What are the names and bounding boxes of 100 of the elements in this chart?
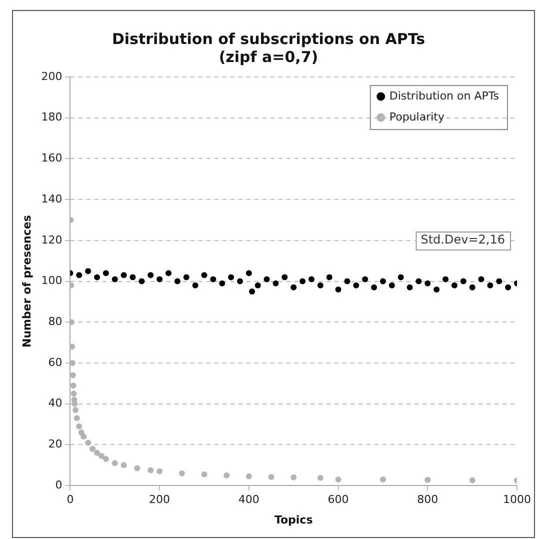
y-tick-label: 0 (55, 478, 62, 492)
point (74, 415, 80, 422)
point (308, 276, 314, 282)
point (94, 450, 100, 456)
point (156, 468, 163, 474)
y-tick-label: 20 (48, 438, 62, 451)
point (94, 274, 100, 280)
point (317, 282, 324, 288)
point (496, 278, 502, 284)
point (424, 476, 431, 483)
point (442, 276, 449, 282)
point (70, 344, 75, 350)
legend-label: Distribution on APTs (389, 89, 500, 102)
point (174, 278, 180, 284)
point (148, 467, 154, 474)
point (134, 465, 140, 472)
point (192, 282, 198, 288)
x-axis-title: Topics (274, 513, 314, 526)
point (120, 462, 127, 468)
y-axis-title: Number of presences (20, 214, 34, 348)
point (201, 471, 208, 478)
y-tick-label: 160 (41, 152, 62, 165)
point (254, 282, 261, 288)
y-tick-label: 120 (41, 233, 62, 246)
point (156, 276, 163, 282)
point (70, 360, 76, 366)
point (210, 276, 216, 282)
point (249, 288, 256, 295)
point (85, 268, 92, 274)
point (236, 278, 243, 284)
point (290, 474, 297, 480)
x-tick-label: 1000 (503, 493, 532, 506)
y-tick-label: 140 (41, 192, 62, 206)
point (380, 278, 386, 284)
point (264, 276, 270, 282)
point (228, 274, 234, 280)
point (487, 282, 494, 288)
point (120, 272, 127, 278)
x-tick-label: 400 (238, 493, 260, 506)
point (362, 276, 368, 282)
point (424, 280, 431, 286)
point (434, 286, 440, 292)
point (469, 284, 476, 290)
point (70, 382, 76, 388)
point (112, 460, 118, 466)
point (201, 272, 208, 278)
y-tick-label: 100 (41, 274, 62, 288)
point (344, 278, 350, 284)
point (505, 284, 512, 290)
point (70, 390, 77, 397)
point (102, 456, 109, 462)
point (70, 372, 76, 378)
point (406, 284, 413, 290)
y-tick-label: 40 (48, 396, 62, 410)
annotation: Std.Dev=2,16 (420, 232, 506, 247)
point (353, 282, 360, 288)
x-tick-label: 800 (417, 493, 438, 506)
point (398, 274, 404, 280)
y-tick-label: 200 (41, 70, 62, 83)
point (326, 274, 332, 280)
point (317, 474, 324, 481)
point (98, 452, 104, 459)
y-tick-label: 80 (48, 315, 62, 328)
point (246, 473, 252, 480)
point (178, 470, 185, 476)
point (112, 276, 118, 282)
point (224, 472, 230, 478)
point (102, 270, 109, 276)
point (148, 272, 154, 278)
point (380, 476, 386, 482)
point (335, 476, 342, 482)
point (451, 282, 458, 288)
point (85, 440, 92, 446)
point (72, 407, 79, 414)
point (300, 278, 306, 284)
point (282, 274, 288, 280)
point (138, 278, 145, 284)
x-tick-label: 600 (328, 493, 349, 506)
y-tick-label: 60 (48, 356, 62, 369)
point (268, 474, 274, 480)
point (183, 274, 190, 280)
point (460, 278, 466, 284)
point (70, 319, 75, 326)
point (76, 272, 82, 278)
x-tick-label: 200 (149, 493, 170, 506)
point (478, 276, 484, 282)
point (371, 284, 378, 290)
point (388, 282, 395, 288)
legend-label: Popularity (389, 110, 445, 124)
point (130, 274, 136, 280)
point (165, 270, 172, 276)
x-tick-label: 0 (66, 493, 74, 506)
point (335, 286, 342, 292)
point (80, 434, 87, 440)
point (290, 284, 297, 290)
point (76, 423, 82, 430)
point (219, 280, 226, 286)
point (416, 278, 422, 284)
y-tick-label: 180 (41, 110, 62, 124)
point (246, 270, 252, 276)
